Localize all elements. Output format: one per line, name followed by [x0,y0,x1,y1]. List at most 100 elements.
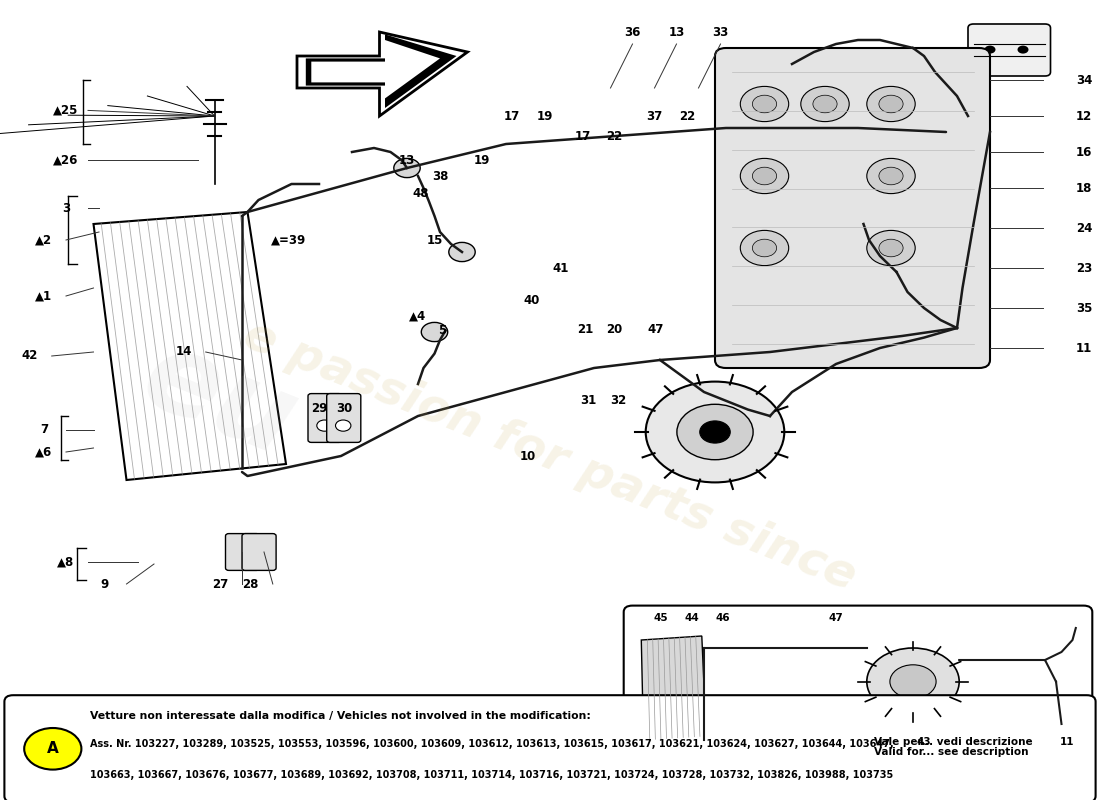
Text: 42: 42 [22,350,37,362]
Text: 36: 36 [625,26,640,38]
Text: ▲2: ▲2 [35,234,53,246]
Text: 16: 16 [1076,146,1092,158]
Text: 14: 14 [176,346,191,358]
Text: ▲4: ▲4 [409,310,427,322]
Text: 44: 44 [684,613,700,622]
Circle shape [421,322,448,342]
Text: 24: 24 [1076,222,1092,234]
Text: 33: 33 [713,26,728,38]
Text: ▲6: ▲6 [35,446,53,458]
Text: eu: eu [129,322,311,478]
Text: 46: 46 [715,613,730,622]
Text: 13: 13 [669,26,684,38]
Text: 15: 15 [427,234,442,246]
Text: 19: 19 [474,154,490,166]
Text: 47: 47 [828,613,844,622]
Text: 9: 9 [100,578,109,590]
FancyBboxPatch shape [715,48,990,368]
Text: A: A [47,742,58,756]
Text: 3: 3 [62,202,70,214]
Text: Vale per... vedi descrizione: Vale per... vedi descrizione [874,737,1033,746]
Text: 48: 48 [411,187,429,200]
Text: ▲1: ▲1 [35,290,53,302]
Text: ▲25: ▲25 [53,104,79,117]
Circle shape [867,86,915,122]
Text: 13: 13 [399,154,415,166]
Circle shape [700,421,730,443]
FancyBboxPatch shape [4,695,1096,800]
Circle shape [394,158,420,178]
Text: 35: 35 [1076,302,1092,314]
Text: 19: 19 [537,110,552,122]
Text: Vetture non interessate dalla modifica / Vehicles not involved in the modificati: Vetture non interessate dalla modifica /… [90,710,591,721]
Circle shape [879,95,903,113]
Text: Ass. Nr. 103227, 103289, 103525, 103553, 103596, 103600, 103609, 103612, 103613,: Ass. Nr. 103227, 103289, 103525, 103553,… [90,739,894,749]
Circle shape [752,167,777,185]
Text: 10: 10 [520,450,536,462]
Text: 34: 34 [1076,74,1092,86]
Text: e passion for parts since: e passion for parts since [238,312,862,600]
Text: 38: 38 [432,170,448,182]
Circle shape [740,86,789,122]
Polygon shape [641,636,706,740]
Text: 28: 28 [243,578,258,590]
Circle shape [890,665,936,698]
Circle shape [813,95,837,113]
Circle shape [449,242,475,262]
Text: 43: 43 [916,737,932,746]
Circle shape [740,230,789,266]
Text: 11: 11 [1076,342,1092,354]
Text: 30: 30 [337,402,352,414]
Circle shape [879,167,903,185]
Circle shape [676,404,754,460]
Text: 7: 7 [40,423,48,436]
Text: 21: 21 [578,323,593,336]
Circle shape [984,46,996,54]
Circle shape [1018,46,1028,54]
Text: ▲=39: ▲=39 [271,234,306,246]
Circle shape [740,158,789,194]
Text: 23: 23 [1076,262,1092,274]
Circle shape [867,648,959,715]
Circle shape [336,420,351,431]
FancyBboxPatch shape [242,534,276,570]
Text: Valid for... see description: Valid for... see description [874,747,1028,757]
FancyBboxPatch shape [327,394,361,442]
Text: 29: 29 [311,402,327,414]
Text: 47: 47 [648,323,663,336]
Text: 45: 45 [653,613,669,622]
Text: 20: 20 [606,323,621,336]
Text: 41: 41 [553,262,569,274]
Circle shape [317,420,332,431]
Text: 103663, 103667, 103676, 103677, 103689, 103692, 103708, 103711, 103714, 103716, : 103663, 103667, 103676, 103677, 103689, … [90,770,893,780]
Circle shape [801,86,849,122]
Text: 17: 17 [575,130,591,142]
Text: ▲26: ▲26 [53,154,79,166]
Text: 22: 22 [680,110,695,122]
Text: 32: 32 [610,394,626,406]
FancyBboxPatch shape [624,606,1092,762]
Circle shape [867,158,915,194]
Text: 37: 37 [647,110,662,122]
Text: 12: 12 [1076,110,1092,122]
Text: 27: 27 [212,578,228,590]
Text: ▲8: ▲8 [57,555,75,568]
Circle shape [646,382,784,482]
FancyBboxPatch shape [226,534,260,570]
Text: 22: 22 [606,130,621,142]
Polygon shape [306,34,456,108]
Circle shape [879,239,903,257]
Polygon shape [297,32,468,116]
FancyBboxPatch shape [968,24,1050,76]
Circle shape [867,230,915,266]
Circle shape [752,239,777,257]
Polygon shape [311,40,440,98]
Circle shape [24,728,81,770]
Text: 31: 31 [581,394,596,406]
Text: 5: 5 [438,324,447,337]
Text: 11: 11 [1059,737,1075,746]
Text: 40: 40 [524,294,539,306]
FancyBboxPatch shape [308,394,342,442]
Text: 18: 18 [1076,182,1092,194]
Text: 17: 17 [504,110,519,122]
